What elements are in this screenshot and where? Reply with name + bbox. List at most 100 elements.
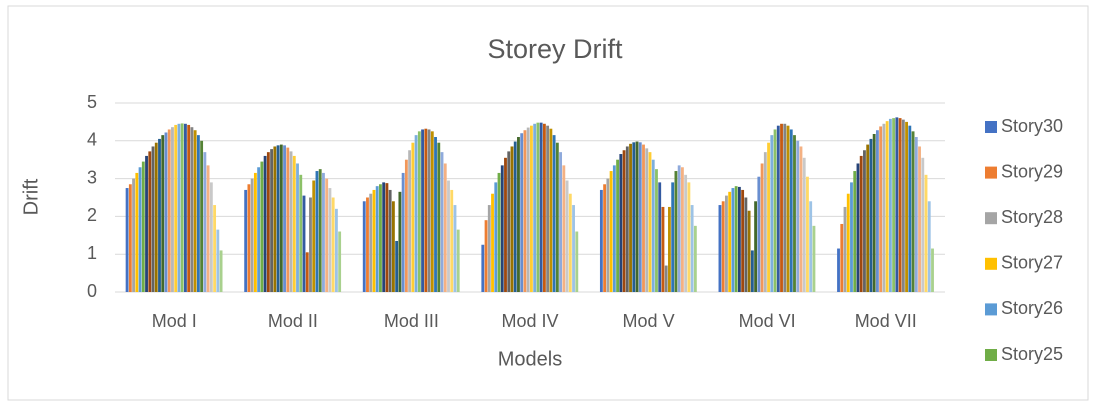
legend-swatch bbox=[985, 121, 997, 133]
bar bbox=[125, 188, 129, 292]
bar bbox=[789, 129, 793, 292]
chart-title: Storey Drift bbox=[487, 34, 623, 64]
bar bbox=[331, 197, 335, 292]
bar bbox=[375, 186, 379, 292]
bar bbox=[898, 118, 902, 293]
bar bbox=[266, 152, 270, 292]
bar bbox=[286, 147, 290, 292]
bar bbox=[812, 225, 816, 292]
bar bbox=[562, 165, 566, 292]
bar bbox=[837, 248, 840, 292]
bar bbox=[921, 157, 925, 292]
bar bbox=[850, 182, 853, 292]
bar bbox=[158, 138, 161, 292]
bar bbox=[866, 144, 870, 292]
bar bbox=[250, 178, 254, 292]
bar bbox=[507, 151, 511, 292]
bar bbox=[164, 132, 168, 292]
bar bbox=[536, 122, 540, 292]
x-tick-label: Mod II bbox=[268, 311, 318, 331]
bar bbox=[366, 197, 369, 292]
bar bbox=[786, 125, 790, 293]
bar bbox=[273, 146, 277, 292]
bar bbox=[927, 201, 931, 292]
legend-label: Story29 bbox=[1001, 161, 1063, 181]
y-tick-label: 3 bbox=[87, 167, 97, 187]
bar bbox=[693, 225, 697, 292]
bar bbox=[206, 165, 210, 292]
bar bbox=[244, 189, 248, 292]
bar bbox=[408, 150, 412, 292]
bar bbox=[177, 123, 181, 292]
bar bbox=[411, 142, 415, 292]
bar bbox=[677, 165, 681, 292]
bar bbox=[417, 131, 421, 292]
bar bbox=[430, 131, 434, 292]
bar bbox=[609, 171, 613, 292]
bar bbox=[421, 129, 424, 292]
bar bbox=[599, 189, 603, 292]
bar bbox=[510, 146, 514, 292]
bar bbox=[809, 201, 813, 292]
bar bbox=[299, 174, 303, 292]
bar bbox=[741, 189, 745, 292]
bar bbox=[219, 250, 223, 292]
bar bbox=[565, 180, 569, 292]
legend-label: Story25 bbox=[1001, 344, 1063, 364]
bar bbox=[843, 206, 847, 292]
bar bbox=[484, 220, 488, 292]
bar bbox=[799, 146, 803, 292]
bar bbox=[437, 142, 441, 292]
bar bbox=[334, 208, 338, 292]
bar bbox=[625, 146, 629, 292]
bar bbox=[128, 184, 132, 292]
bar bbox=[453, 205, 457, 292]
bar bbox=[135, 172, 139, 292]
bar bbox=[184, 123, 187, 292]
bar bbox=[908, 125, 912, 293]
bar bbox=[200, 140, 204, 292]
legend-label: Story28 bbox=[1001, 207, 1063, 227]
x-tick-label: Mod III bbox=[384, 311, 439, 331]
bar bbox=[193, 130, 197, 292]
x-tick-label: Mod V bbox=[623, 311, 675, 331]
bar bbox=[776, 125, 780, 293]
legend-label: Story30 bbox=[1001, 116, 1063, 136]
bar bbox=[572, 205, 575, 292]
bar bbox=[424, 128, 428, 292]
bar bbox=[487, 205, 491, 292]
bar bbox=[918, 146, 921, 292]
bar bbox=[398, 191, 402, 292]
bar bbox=[931, 248, 934, 292]
bar bbox=[434, 137, 437, 292]
bar bbox=[141, 161, 145, 292]
bar bbox=[533, 123, 537, 292]
bar bbox=[253, 172, 257, 292]
bar bbox=[520, 133, 524, 292]
legend-swatch bbox=[985, 257, 997, 270]
bar bbox=[763, 152, 767, 292]
bar bbox=[635, 141, 639, 292]
bar bbox=[196, 135, 200, 292]
bar bbox=[491, 193, 494, 292]
y-tick-label: 4 bbox=[87, 130, 97, 150]
bar bbox=[289, 151, 293, 292]
bar bbox=[905, 121, 909, 293]
bar bbox=[322, 172, 325, 292]
bar bbox=[856, 163, 860, 292]
bar bbox=[718, 205, 722, 292]
legend-swatch bbox=[985, 349, 997, 361]
bar bbox=[869, 138, 873, 292]
bar bbox=[892, 118, 896, 293]
bar bbox=[171, 127, 174, 292]
bar bbox=[863, 150, 866, 292]
bar bbox=[257, 167, 261, 292]
legend-label: Story26 bbox=[1001, 298, 1063, 318]
bar bbox=[151, 146, 155, 292]
bar bbox=[542, 123, 546, 292]
bar bbox=[148, 151, 152, 292]
bar bbox=[539, 122, 543, 292]
bar bbox=[395, 240, 399, 292]
bar bbox=[180, 123, 184, 292]
bar bbox=[638, 142, 642, 292]
